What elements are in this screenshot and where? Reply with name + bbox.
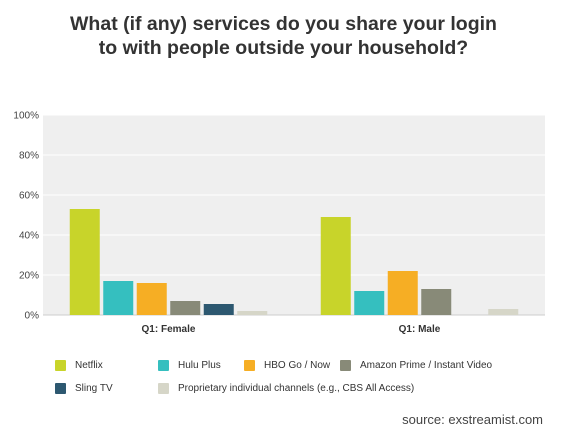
x-category-label: Q1: Male xyxy=(399,324,441,335)
legend-swatch xyxy=(340,360,351,371)
bar-netflix-2 xyxy=(320,217,351,315)
legend-item: Netflix xyxy=(55,360,103,371)
y-tick-label: 20% xyxy=(19,271,39,282)
bar-amazon-prime-instant-video-1 xyxy=(170,301,201,315)
legend-label: Amazon Prime / Instant Video xyxy=(360,360,493,371)
legend-item: Hulu Plus xyxy=(158,360,221,371)
legend-swatch xyxy=(55,383,66,394)
bar-proprietary-individual-channels-e-g-cbs-all-access-2 xyxy=(488,309,519,315)
chart-title: What (if any) services do you share your… xyxy=(70,13,497,59)
legend-swatch xyxy=(158,360,169,371)
legend-swatch xyxy=(244,360,255,371)
legend-item: Sling TV xyxy=(55,383,113,394)
bar-hbo-go-now-2 xyxy=(387,271,418,315)
y-tick-label: 80% xyxy=(19,151,39,162)
legend-swatch xyxy=(55,360,66,371)
y-tick-label: 0% xyxy=(25,311,40,322)
x-axis-labels: Q1: Female Q1: Male xyxy=(142,324,441,335)
legend-label: HBO Go / Now xyxy=(264,360,331,371)
legend-label: Netflix xyxy=(75,360,103,371)
bars xyxy=(69,209,519,315)
bar-sling-tv-1 xyxy=(203,304,234,315)
bar-amazon-prime-instant-video-2 xyxy=(421,289,452,315)
y-tick-label: 100% xyxy=(13,111,39,122)
source-credit: source: exstreamist.com xyxy=(402,412,543,427)
x-category-label: Q1: Female xyxy=(142,324,196,335)
legend-item: HBO Go / Now xyxy=(244,360,330,371)
bar-hulu-plus-2 xyxy=(354,291,385,315)
legend-swatch xyxy=(158,383,169,394)
bar-hulu-plus-1 xyxy=(103,281,134,315)
legend-label: Sling TV xyxy=(75,383,113,394)
y-axis-ticks: 0% 20% 40% 60% 80% 100% xyxy=(13,111,39,322)
y-tick-label: 60% xyxy=(19,191,39,202)
bar-hbo-go-now-1 xyxy=(136,283,167,315)
legend-item: Proprietary individual channels (e.g., C… xyxy=(158,383,414,394)
bar-netflix-1 xyxy=(69,209,100,315)
legend-label: Hulu Plus xyxy=(178,360,221,371)
legend-label: Proprietary individual channels (e.g., C… xyxy=(178,383,415,394)
legend-item: Amazon Prime / Instant Video xyxy=(340,360,492,371)
y-tick-label: 40% xyxy=(19,231,39,242)
bar-proprietary-individual-channels-e-g-cbs-all-access-1 xyxy=(237,311,268,315)
